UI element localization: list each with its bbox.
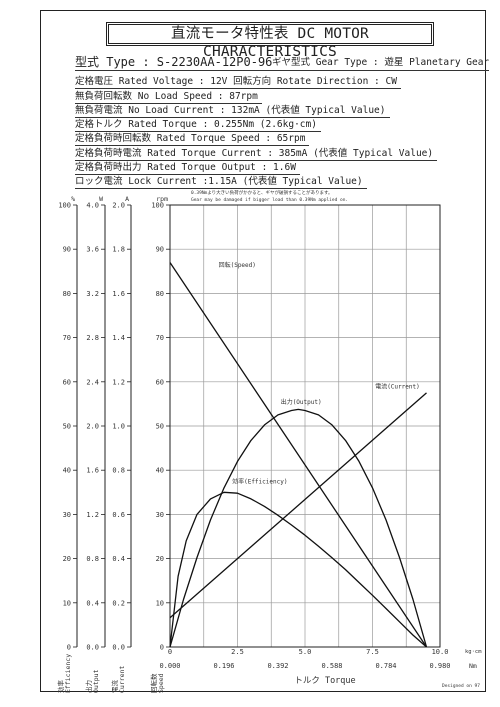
x-tick-nm: 0.392	[267, 662, 288, 670]
spec-rated-torque-current: 定格負荷時電流 Rated Torque Current : 385mA (代表…	[75, 147, 438, 161]
output-tick-label: 1.6	[86, 467, 99, 475]
speed-tick-label: 10	[156, 599, 164, 607]
efficiency-tick-label: 20	[63, 555, 71, 563]
spec-no-load-speed: 無負荷回転数 No Load Speed : 87rpm	[75, 90, 262, 104]
speed-axis-title-jp: 回転数	[149, 673, 158, 693]
series-current-label: 電流(Current)	[375, 382, 420, 390]
current-tick-label: 0.0	[112, 644, 125, 652]
output-tick-label: 4.0	[86, 202, 99, 210]
x-unit-nm: Nm	[469, 662, 477, 670]
current-tick-label: 0.2	[112, 599, 125, 607]
output-tick-label: 0.4	[86, 599, 99, 607]
efficiency-tick-label: 70	[63, 334, 71, 342]
current-axis-title-jp: 電流	[110, 680, 119, 694]
speed-tick-label: 90	[156, 246, 164, 254]
current-tick-label: 0.4	[112, 555, 125, 563]
output-unit-label: W	[99, 195, 103, 203]
spec-rated-torque: 定格トルク Rated Torque : 0.255Nm (2.6kg·cm)	[75, 118, 321, 132]
x-tick-nm: 0.588	[321, 662, 342, 670]
x-unit-kg: kg·cm	[465, 649, 482, 655]
efficiency-tick-label: 10	[63, 599, 71, 607]
x-tick-kg: 7.5	[366, 648, 379, 656]
current-tick-label: 1.4	[112, 334, 125, 342]
current-tick-label: 1.8	[112, 246, 125, 254]
speed-tick-label: 60	[156, 378, 164, 386]
warning-jp: 0.39Nmより大きい負荷がかかると、ギヤが破損することがあります。	[191, 189, 333, 196]
series-output-line	[169, 408, 428, 648]
series-speed-label: 回転(Speed)	[219, 261, 256, 269]
current-unit-label: A	[125, 195, 129, 203]
x-axis-label: トルク Torque	[294, 676, 355, 686]
efficiency-axis-title-en: Efficiency	[64, 654, 72, 693]
current-tick-label: 2.0	[112, 202, 125, 210]
x-tick-kg: 5.0	[299, 648, 312, 656]
series-efficiency-label: 効率(Efficiency)	[232, 477, 287, 485]
efficiency-axis-title-jp: 効率	[56, 680, 65, 694]
series-output-label: 出力(Output)	[281, 398, 322, 406]
x-tick-nm: 0.000	[159, 662, 180, 670]
model-type: 型式 Type : S-2230AA-12P0-96	[75, 55, 277, 71]
speed-tick-label: 50	[156, 423, 164, 431]
output-tick-label: 2.0	[86, 423, 99, 431]
output-tick-label: 1.2	[86, 511, 99, 519]
output-tick-label: 3.2	[86, 290, 99, 298]
series-speed-line	[169, 262, 428, 648]
speed-tick-label: 100	[151, 202, 164, 210]
speed-tick-label: 70	[156, 334, 164, 342]
characteristics-sheet	[40, 10, 486, 692]
warning-en: Gear may be damaged if bigger load than …	[191, 197, 348, 203]
speed-tick-label: 20	[156, 555, 164, 563]
x-tick-nm: 0.196	[213, 662, 234, 670]
speed-tick-label: 80	[156, 290, 164, 298]
speed-unit-label: rpm	[156, 195, 168, 203]
x-tick-nm: 0.980	[429, 662, 450, 670]
efficiency-unit-label: %	[71, 195, 75, 203]
efficiency-tick-label: 0	[67, 644, 71, 652]
x-tick-kg: 10.0	[432, 648, 449, 656]
spec-no-load-current: 無負荷電流 No Load Current : 132mA (代表値 Typic…	[75, 104, 390, 118]
efficiency-tick-label: 40	[63, 467, 71, 475]
output-tick-label: 2.8	[86, 334, 99, 342]
x-tick-kg: 0	[168, 648, 172, 656]
speed-tick-label: 40	[156, 467, 164, 475]
speed-tick-label: 0	[160, 644, 164, 652]
efficiency-tick-label: 90	[63, 246, 71, 254]
efficiency-tick-label: 80	[63, 290, 71, 298]
speed-tick-label: 30	[156, 511, 164, 519]
efficiency-tick-label: 50	[63, 423, 71, 431]
output-tick-label: 0.0	[86, 644, 99, 652]
sheet-title: 直流モータ特性表 DC MOTOR CHARACTERISTICS	[106, 22, 434, 60]
spec-rated-output: 定格負荷時出力 Rated Torque Output : 1.6W	[75, 161, 300, 175]
output-tick-label: 2.4	[86, 378, 99, 386]
current-tick-label: 1.2	[112, 378, 125, 386]
output-axis-title-jp: 出力	[84, 680, 93, 693]
efficiency-tick-label: 100	[58, 202, 71, 210]
spec-rated-torque-speed: 定格負荷時回転数 Rated Torque Speed : 65rpm	[75, 132, 310, 146]
current-axis-title-en: Current	[118, 666, 126, 693]
x-tick-nm: 0.784	[375, 662, 396, 670]
series-current-line	[169, 392, 427, 619]
current-tick-label: 0.8	[112, 467, 125, 475]
spec-lock-current: ロック電流 Lock Current :1.15A (代表値 Typical V…	[75, 175, 367, 189]
x-tick-kg: 2.5	[231, 648, 244, 656]
efficiency-tick-label: 60	[63, 378, 71, 386]
series-efficiency-line	[169, 491, 427, 648]
speed-axis-title-en: Speed	[157, 673, 165, 693]
current-tick-label: 1.6	[112, 290, 125, 298]
spec-rated-voltage: 定格電圧 Rated Voltage : 12V 回転方向 Rotate Dir…	[75, 75, 401, 89]
efficiency-tick-label: 30	[63, 511, 71, 519]
output-axis-title-en: Output	[92, 669, 100, 693]
designed-by: Designed on 97	[442, 683, 480, 689]
gear-type: ギヤ型式 Gear Type : 遊星 Planetary Gear	[272, 55, 490, 71]
output-tick-label: 0.8	[86, 555, 99, 563]
current-tick-label: 1.0	[112, 423, 125, 431]
output-tick-label: 3.6	[86, 246, 99, 254]
current-tick-label: 0.6	[112, 511, 125, 519]
